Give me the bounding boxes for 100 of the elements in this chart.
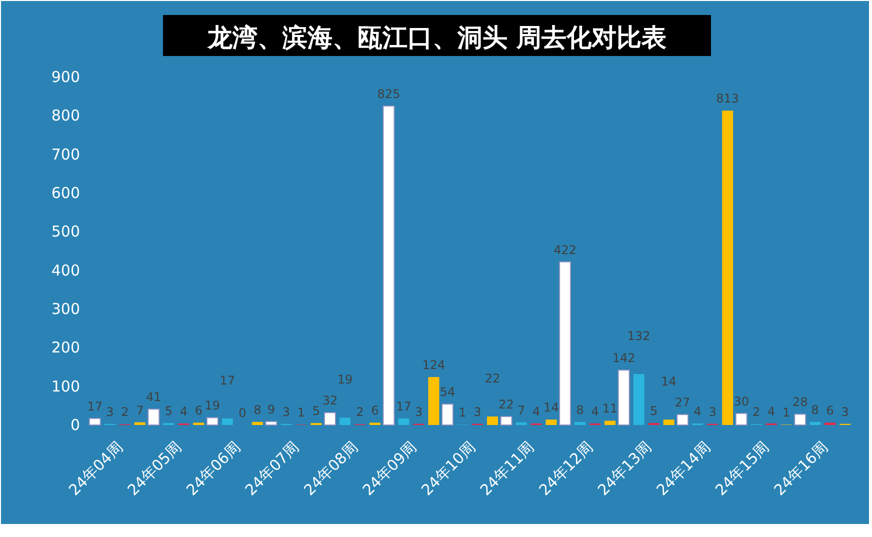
bar [500,416,512,426]
bar [88,418,101,426]
bar [663,420,674,425]
y-tick-label: 600 [51,184,80,202]
data-label: 22 [498,397,514,412]
data-label: 3 [282,404,290,419]
bar [148,408,160,426]
data-label: 28 [792,395,808,410]
y-tick-label: 100 [51,377,80,396]
bar [428,377,440,425]
data-label: 27 [674,396,690,410]
data-label: 6 [194,404,202,418]
bar [810,422,821,425]
x-tick-label: 24年14周 [652,438,714,500]
bar [206,417,218,426]
bar [722,110,734,425]
data-label: 825 [377,87,400,101]
data-label: 14 [544,400,559,415]
data-label: 4 [768,404,776,418]
data-label: 2 [121,405,129,420]
data-label: 8 [576,402,584,417]
bar [618,370,630,426]
data-label: 41 [146,390,162,404]
y-tick-label: 900 [51,68,80,86]
data-label: 142 [612,351,636,366]
data-label: 30 [734,394,749,408]
x-tick-label: 24年10周 [418,438,479,500]
bar [487,416,498,425]
data-label: 6 [371,404,379,418]
bar [222,418,233,425]
data-label: 9 [267,402,276,417]
data-label: 3 [708,404,716,419]
x-tick-label: 24年15周 [712,438,773,500]
data-label: 5 [312,404,320,418]
bar [398,418,410,425]
data-label: 7 [517,403,526,418]
data-label: 4 [532,404,540,418]
bar [324,412,336,426]
data-label: 19 [337,372,353,387]
y-tick-label: 200 [51,338,80,357]
data-label: 1 [458,406,466,420]
bar [134,422,146,425]
data-label: 8 [811,402,819,417]
data-label: 132 [627,328,650,343]
data-label: 11 [602,402,618,416]
data-label: 5 [650,404,658,418]
data-label: 4 [694,404,702,418]
x-tick-label: 24年13周 [594,438,656,500]
data-label: 7 [136,403,144,418]
data-label: 1 [297,406,306,420]
data-label: 3 [841,404,849,419]
data-label: 32 [322,394,338,408]
y-tick-label: 400 [51,261,80,280]
data-label: 2 [356,405,364,420]
data-label: 17 [396,399,412,414]
bar [252,422,263,425]
data-label: 2 [752,405,760,420]
chart-title: 龙湾、滨海、瓯江口、洞头 周去化对比表 [206,23,666,52]
x-tick-label: 24年06周 [182,438,244,500]
bar [633,374,644,425]
y-tick-label: 800 [51,106,80,125]
bar [604,420,616,425]
bar [574,422,586,425]
data-label: 813 [716,92,740,106]
data-label: 3 [474,404,482,419]
bar [735,412,748,426]
bar [382,106,395,426]
data-label: 14 [661,374,676,389]
data-label: 0 [238,406,246,420]
data-label: 124 [422,358,446,372]
x-tick-label: 24年04周 [65,438,126,500]
bar [794,414,806,426]
x-tick-label: 24年12周 [535,438,596,500]
y-tick-label: 700 [51,145,80,164]
data-label: 8 [254,402,262,417]
bar [546,420,557,425]
x-tick-label: 24年09周 [359,438,420,500]
data-label: 3 [106,404,114,419]
bar [265,421,278,426]
x-tick-label: 24年05周 [124,438,185,500]
data-label: 17 [220,373,236,388]
bar [559,261,572,426]
x-tick-label: 24年07周 [242,438,303,500]
data-label: 4 [180,404,188,418]
x-tick-label: 24年11周 [476,438,538,500]
data-label: 4 [591,404,599,418]
data-label: 54 [440,385,456,400]
data-label: 5 [164,404,172,418]
x-tick-label: 24年08周 [300,438,362,500]
bar [676,414,689,426]
data-label: 22 [484,371,500,386]
x-tick-label: 24年16周 [770,438,832,500]
data-label: 17 [87,399,103,414]
y-tick-label: 300 [51,300,80,318]
data-label: 3 [414,404,423,419]
data-label: 422 [554,242,576,257]
data-label: 1 [782,406,790,420]
bar [516,422,527,425]
bar [442,404,454,426]
data-label: 6 [826,404,834,418]
